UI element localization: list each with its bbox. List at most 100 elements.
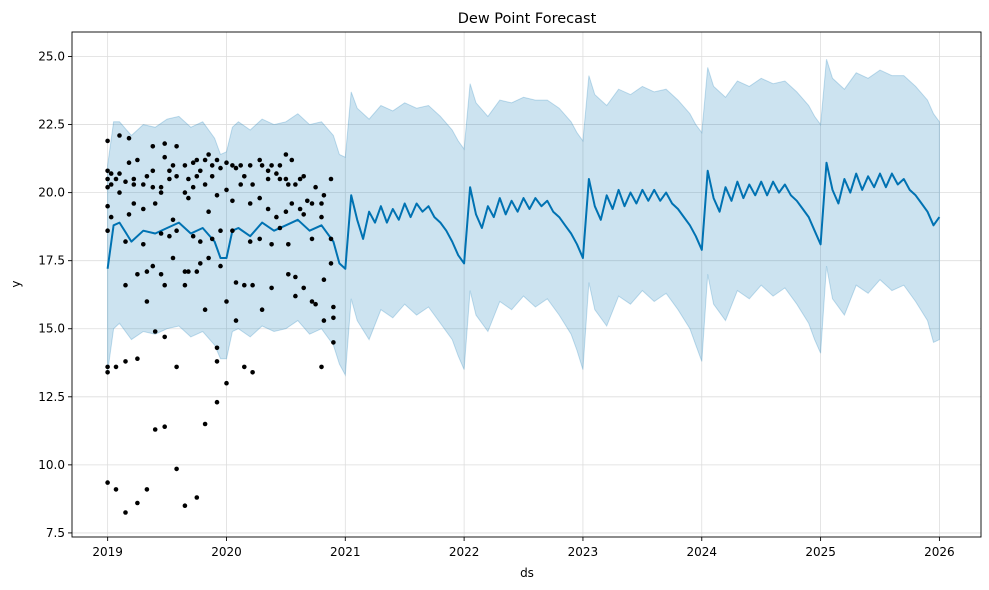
observed-point-4 — [105, 203, 110, 209]
observed-point-139 — [277, 225, 283, 231]
observed-point-23 — [126, 135, 132, 141]
observed-point-37 — [144, 269, 150, 274]
observed-point-34 — [141, 206, 146, 212]
observed-point-167 — [321, 318, 327, 323]
observed-point-12 — [113, 176, 119, 182]
observed-point-45 — [152, 329, 158, 334]
observed-point-166 — [321, 277, 327, 283]
observed-point-152 — [297, 206, 303, 212]
observed-point-70 — [182, 282, 188, 288]
observed-point-10 — [108, 182, 114, 187]
observed-point-38 — [144, 487, 150, 492]
observed-point-111 — [233, 280, 239, 285]
observed-point-2 — [105, 176, 110, 182]
observed-point-14 — [113, 487, 119, 492]
observed-point-39 — [144, 299, 150, 304]
observed-point-67 — [182, 163, 188, 168]
observed-point-123 — [250, 370, 255, 375]
observed-point-128 — [259, 307, 265, 313]
observed-point-76 — [190, 184, 196, 190]
observed-point-120 — [247, 239, 253, 244]
observed-point-146 — [289, 157, 295, 163]
observed-point-30 — [135, 272, 140, 277]
observed-point-42 — [150, 184, 156, 190]
observed-point-89 — [206, 152, 211, 157]
observed-point-159 — [309, 236, 315, 242]
observed-point-116 — [242, 282, 247, 288]
observed-point-149 — [293, 274, 298, 280]
observed-point-57 — [167, 176, 172, 182]
observed-point-95 — [214, 157, 220, 163]
x-axis-title: ds — [520, 566, 534, 580]
observed-point-65 — [174, 364, 179, 370]
observed-point-22 — [123, 510, 128, 515]
observed-point-171 — [331, 304, 336, 310]
observed-point-172 — [331, 315, 336, 321]
observed-point-106 — [224, 380, 229, 386]
observed-point-114 — [238, 182, 243, 187]
observed-point-21 — [123, 359, 128, 364]
observed-point-129 — [265, 168, 271, 174]
observed-point-130 — [265, 176, 271, 182]
observed-point-36 — [144, 174, 150, 179]
observed-point-62 — [174, 144, 179, 149]
observed-point-163 — [319, 214, 324, 220]
observed-point-122 — [250, 282, 255, 288]
observed-point-60 — [170, 217, 176, 223]
observed-point-133 — [269, 242, 274, 247]
observed-point-13 — [113, 364, 119, 370]
y-axis-ticks: 7.5 10.0 12.5 15.0 17.5 20.0 22.5 25.0 — [38, 50, 72, 540]
observed-point-96 — [214, 193, 220, 198]
observed-point-87 — [202, 307, 208, 313]
observed-point-99 — [214, 359, 220, 364]
observed-point-127 — [259, 163, 265, 168]
observed-point-151 — [297, 176, 303, 182]
observed-point-64 — [174, 228, 179, 233]
observed-point-15 — [117, 133, 122, 138]
observed-point-143 — [286, 182, 291, 187]
x-tick-label-0: 2019 — [92, 545, 123, 559]
observed-point-28 — [131, 201, 137, 206]
observed-point-69 — [182, 269, 188, 274]
x-axis-ticks: 2019 2020 2021 2022 2023 2024 2025 2026 — [92, 537, 955, 559]
observed-point-107 — [230, 163, 235, 168]
observed-point-66 — [174, 466, 179, 472]
observed-point-125 — [257, 195, 263, 201]
observed-point-105 — [224, 299, 229, 304]
observed-point-153 — [301, 174, 307, 179]
observed-point-9 — [108, 171, 114, 176]
observed-point-68 — [182, 190, 188, 195]
observed-point-147 — [289, 201, 295, 206]
observed-point-134 — [269, 285, 274, 291]
observed-point-137 — [277, 163, 283, 168]
observed-point-112 — [233, 318, 239, 323]
observed-point-154 — [301, 212, 307, 217]
observed-point-43 — [150, 263, 156, 269]
chart-title: Dew Point Forecast — [458, 11, 597, 27]
observed-point-73 — [186, 195, 191, 201]
observed-point-160 — [313, 184, 318, 190]
observed-point-157 — [309, 201, 315, 206]
observed-point-54 — [162, 424, 167, 430]
observed-point-46 — [152, 427, 158, 432]
observed-point-140 — [283, 152, 289, 157]
observed-point-173 — [331, 340, 336, 345]
y-tick-label-1: 10.0 — [38, 458, 65, 472]
observed-point-141 — [283, 176, 289, 182]
x-tick-label-1: 2020 — [211, 545, 242, 559]
observed-point-5 — [105, 228, 110, 233]
observed-point-138 — [277, 176, 283, 182]
observed-point-158 — [309, 299, 315, 304]
observed-point-32 — [135, 500, 140, 506]
observed-point-63 — [174, 174, 179, 179]
observed-point-74 — [186, 269, 191, 274]
observed-point-135 — [274, 171, 279, 176]
observed-point-55 — [162, 334, 167, 340]
forecast-line-layer — [106, 161, 941, 270]
observed-point-104 — [224, 187, 229, 193]
observed-point-103 — [224, 160, 229, 165]
observed-point-156 — [305, 198, 310, 204]
observed-point-101 — [218, 228, 223, 233]
plot-frame — [71, 31, 982, 538]
